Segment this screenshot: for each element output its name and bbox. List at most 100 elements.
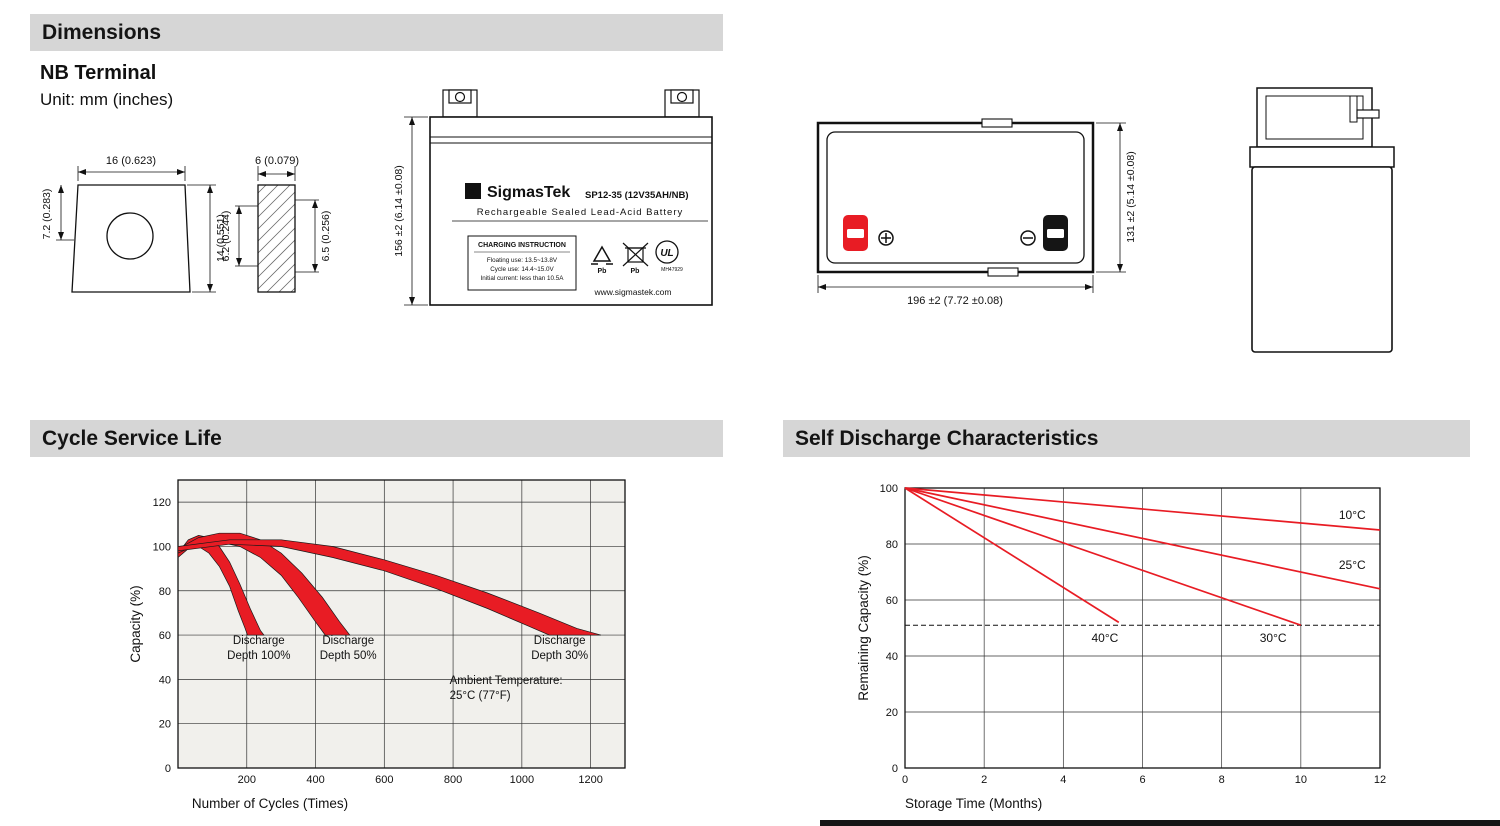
cycle-service-life-chart: 200 400 600 800 1000 1200 0 20 40 60 80 100 120 Disch… — [128, 479, 626, 811]
plot-border — [177, 479, 626, 769]
battery-type-line: Rechargeable Sealed Lead-Acid Battery — [477, 207, 684, 218]
y-tick-label: 60 — [159, 630, 171, 642]
footer-rule — [820, 820, 1500, 826]
y-tick-label: 40 — [886, 651, 898, 663]
section-header-dimensions: Dimensions — [30, 14, 723, 51]
dim-terminal-outer — [295, 199, 319, 273]
y-tick-label: 40 — [159, 674, 171, 686]
battery-depth-label: 131 ±2 (5.14 ±0.08) — [1125, 151, 1137, 243]
chart-annotation: Ambient Temperature: — [450, 675, 563, 687]
chart-annotation: Depth 50% — [320, 650, 377, 662]
series-line — [904, 487, 1120, 624]
terminal-side-diagram: 6 (0.079) 6.2 (0.244) 6.5 (0.256) — [220, 155, 332, 293]
y-tick-label: 100 — [153, 541, 171, 553]
chart-annotation: Discharge — [233, 635, 285, 647]
x-tick-label: 800 — [444, 774, 462, 786]
chart-annotation: 25°C (77°F) — [450, 690, 511, 702]
terminal-front-upper-height-label: 7.2 (0.283) — [41, 189, 53, 240]
dimensions-section-title: Dimensions — [42, 20, 162, 44]
terminal-side-outer-label: 6.5 (0.256) — [320, 211, 332, 262]
charging-line-3: Initial current: less than 10.5A — [481, 275, 565, 282]
x-tick-label: 6 — [1139, 774, 1145, 786]
x-tick-label: 200 — [238, 774, 256, 786]
brand-name: SigmasTek — [487, 184, 570, 201]
ul-letters: UL — [660, 248, 673, 259]
x-axis-label: Number of Cycles (Times) — [192, 796, 348, 811]
series-label: 25°C — [1339, 558, 1366, 572]
terminal-front-diagram: 16 (0.623) 7.2 (0.283) 14 (0.551) — [41, 155, 227, 293]
chart-annotation: Discharge — [322, 635, 374, 647]
self-discharge-chart: 2 4 6 8 10 12 00 20 40 60 80 100 10°C 25°C 30°C 40°C Rem… — [856, 483, 1386, 811]
sigma-logo-box — [465, 183, 481, 199]
x-tick-label: 12 — [1374, 774, 1386, 786]
side-cover-lip — [1249, 146, 1395, 168]
minus-symbol — [1020, 230, 1036, 246]
sigma-logo-glyph: Σ — [469, 185, 476, 199]
dim-battery-width — [817, 275, 1094, 293]
side-body — [1251, 166, 1393, 353]
y-tick-label: 80 — [886, 539, 898, 551]
model-number: SP12-35 (12V35AH/NB) — [585, 190, 689, 201]
ul-code: MH47929 — [661, 267, 683, 273]
x-tick-label: 1000 — [510, 774, 534, 786]
x-tick-label: 600 — [375, 774, 393, 786]
x-axis-label: Storage Time (Months) — [905, 796, 1042, 811]
battery-side-view — [1249, 87, 1395, 353]
dim-terminal-height — [187, 184, 216, 293]
section-header-cycle-life: Cycle Service Life — [30, 420, 723, 457]
chart-annotation: Discharge — [534, 635, 586, 647]
battery-height-label: 156 ±2 (6.14 ±0.08) — [393, 165, 405, 257]
chart-annotation: Depth 100% — [227, 650, 290, 662]
terminal-post-right — [664, 89, 700, 118]
terminal-side-inner-label: 6.2 (0.244) — [220, 211, 232, 262]
y-tick-label: 100 — [880, 483, 898, 495]
y-axis-label: Remaining Capacity (%) — [856, 555, 871, 701]
series-line — [904, 487, 1381, 531]
cycle-life-section-title: Cycle Service Life — [42, 426, 222, 450]
self-discharge-section-title: Self Discharge Characteristics — [795, 426, 1099, 450]
series-label: 40°C — [1091, 631, 1118, 645]
unit-note: Unit: mm (inches) — [40, 90, 174, 109]
terminal-type-heading: NB Terminal — [40, 62, 157, 84]
x-origin-label: 0 — [902, 774, 908, 786]
battery-cover-seams — [430, 136, 712, 144]
dim-terminal-upper-height — [56, 185, 74, 241]
chart-annotation: Depth 30% — [531, 650, 588, 662]
crossed-bin-pb-icon — [622, 242, 649, 267]
positive-terminal-red — [843, 215, 868, 251]
ul-certification-icon: UL — [655, 240, 679, 264]
charging-line-1: Floating use: 13.5~13.8V — [487, 257, 558, 264]
dim-battery-height — [404, 116, 428, 306]
y-tick-label: 60 — [886, 595, 898, 607]
terminal-post-left — [442, 89, 478, 118]
x-tick-label: 10 — [1295, 774, 1307, 786]
dim-terminal-thickness — [257, 166, 296, 181]
website-text: www.sigmastek.com — [594, 287, 672, 297]
top-view-inner-cover — [826, 131, 1085, 264]
x-tick-label: 400 — [306, 774, 324, 786]
charging-line-2: Cycle use: 14.4~15.0V — [490, 266, 554, 273]
dim-battery-depth — [1096, 122, 1126, 273]
terminal-side-hatch — [257, 184, 296, 293]
y-tick-label: 0 — [165, 763, 171, 775]
dim-terminal-inner — [235, 205, 258, 267]
side-terminal-housing — [1256, 87, 1380, 148]
y-tick-label: 20 — [159, 719, 171, 731]
negative-terminal-black — [1043, 215, 1068, 251]
series-line — [904, 487, 1302, 627]
dim-terminal-width — [77, 166, 186, 181]
charging-title: CHARGING INSTRUCTION — [478, 242, 566, 249]
series-label: 10°C — [1339, 508, 1366, 522]
y-tick-label: 80 — [159, 586, 171, 598]
bin-pb-label: Pb — [631, 268, 640, 275]
discharge-band — [177, 539, 601, 636]
battery-body — [429, 116, 713, 306]
battery-front-view: 156 ±2 (6.14 ±0.08) Σ SigmasTek SP12-35 … — [393, 89, 713, 306]
x-tick-label: 8 — [1219, 774, 1225, 786]
bottom-notch — [987, 267, 1019, 277]
series-line — [904, 487, 1381, 590]
x-tick-label: 4 — [1060, 774, 1066, 786]
y-axis-label: Capacity (%) — [128, 585, 143, 662]
terminal-front-height-label: 14 (0.551) — [215, 214, 227, 262]
top-notch — [981, 118, 1013, 128]
